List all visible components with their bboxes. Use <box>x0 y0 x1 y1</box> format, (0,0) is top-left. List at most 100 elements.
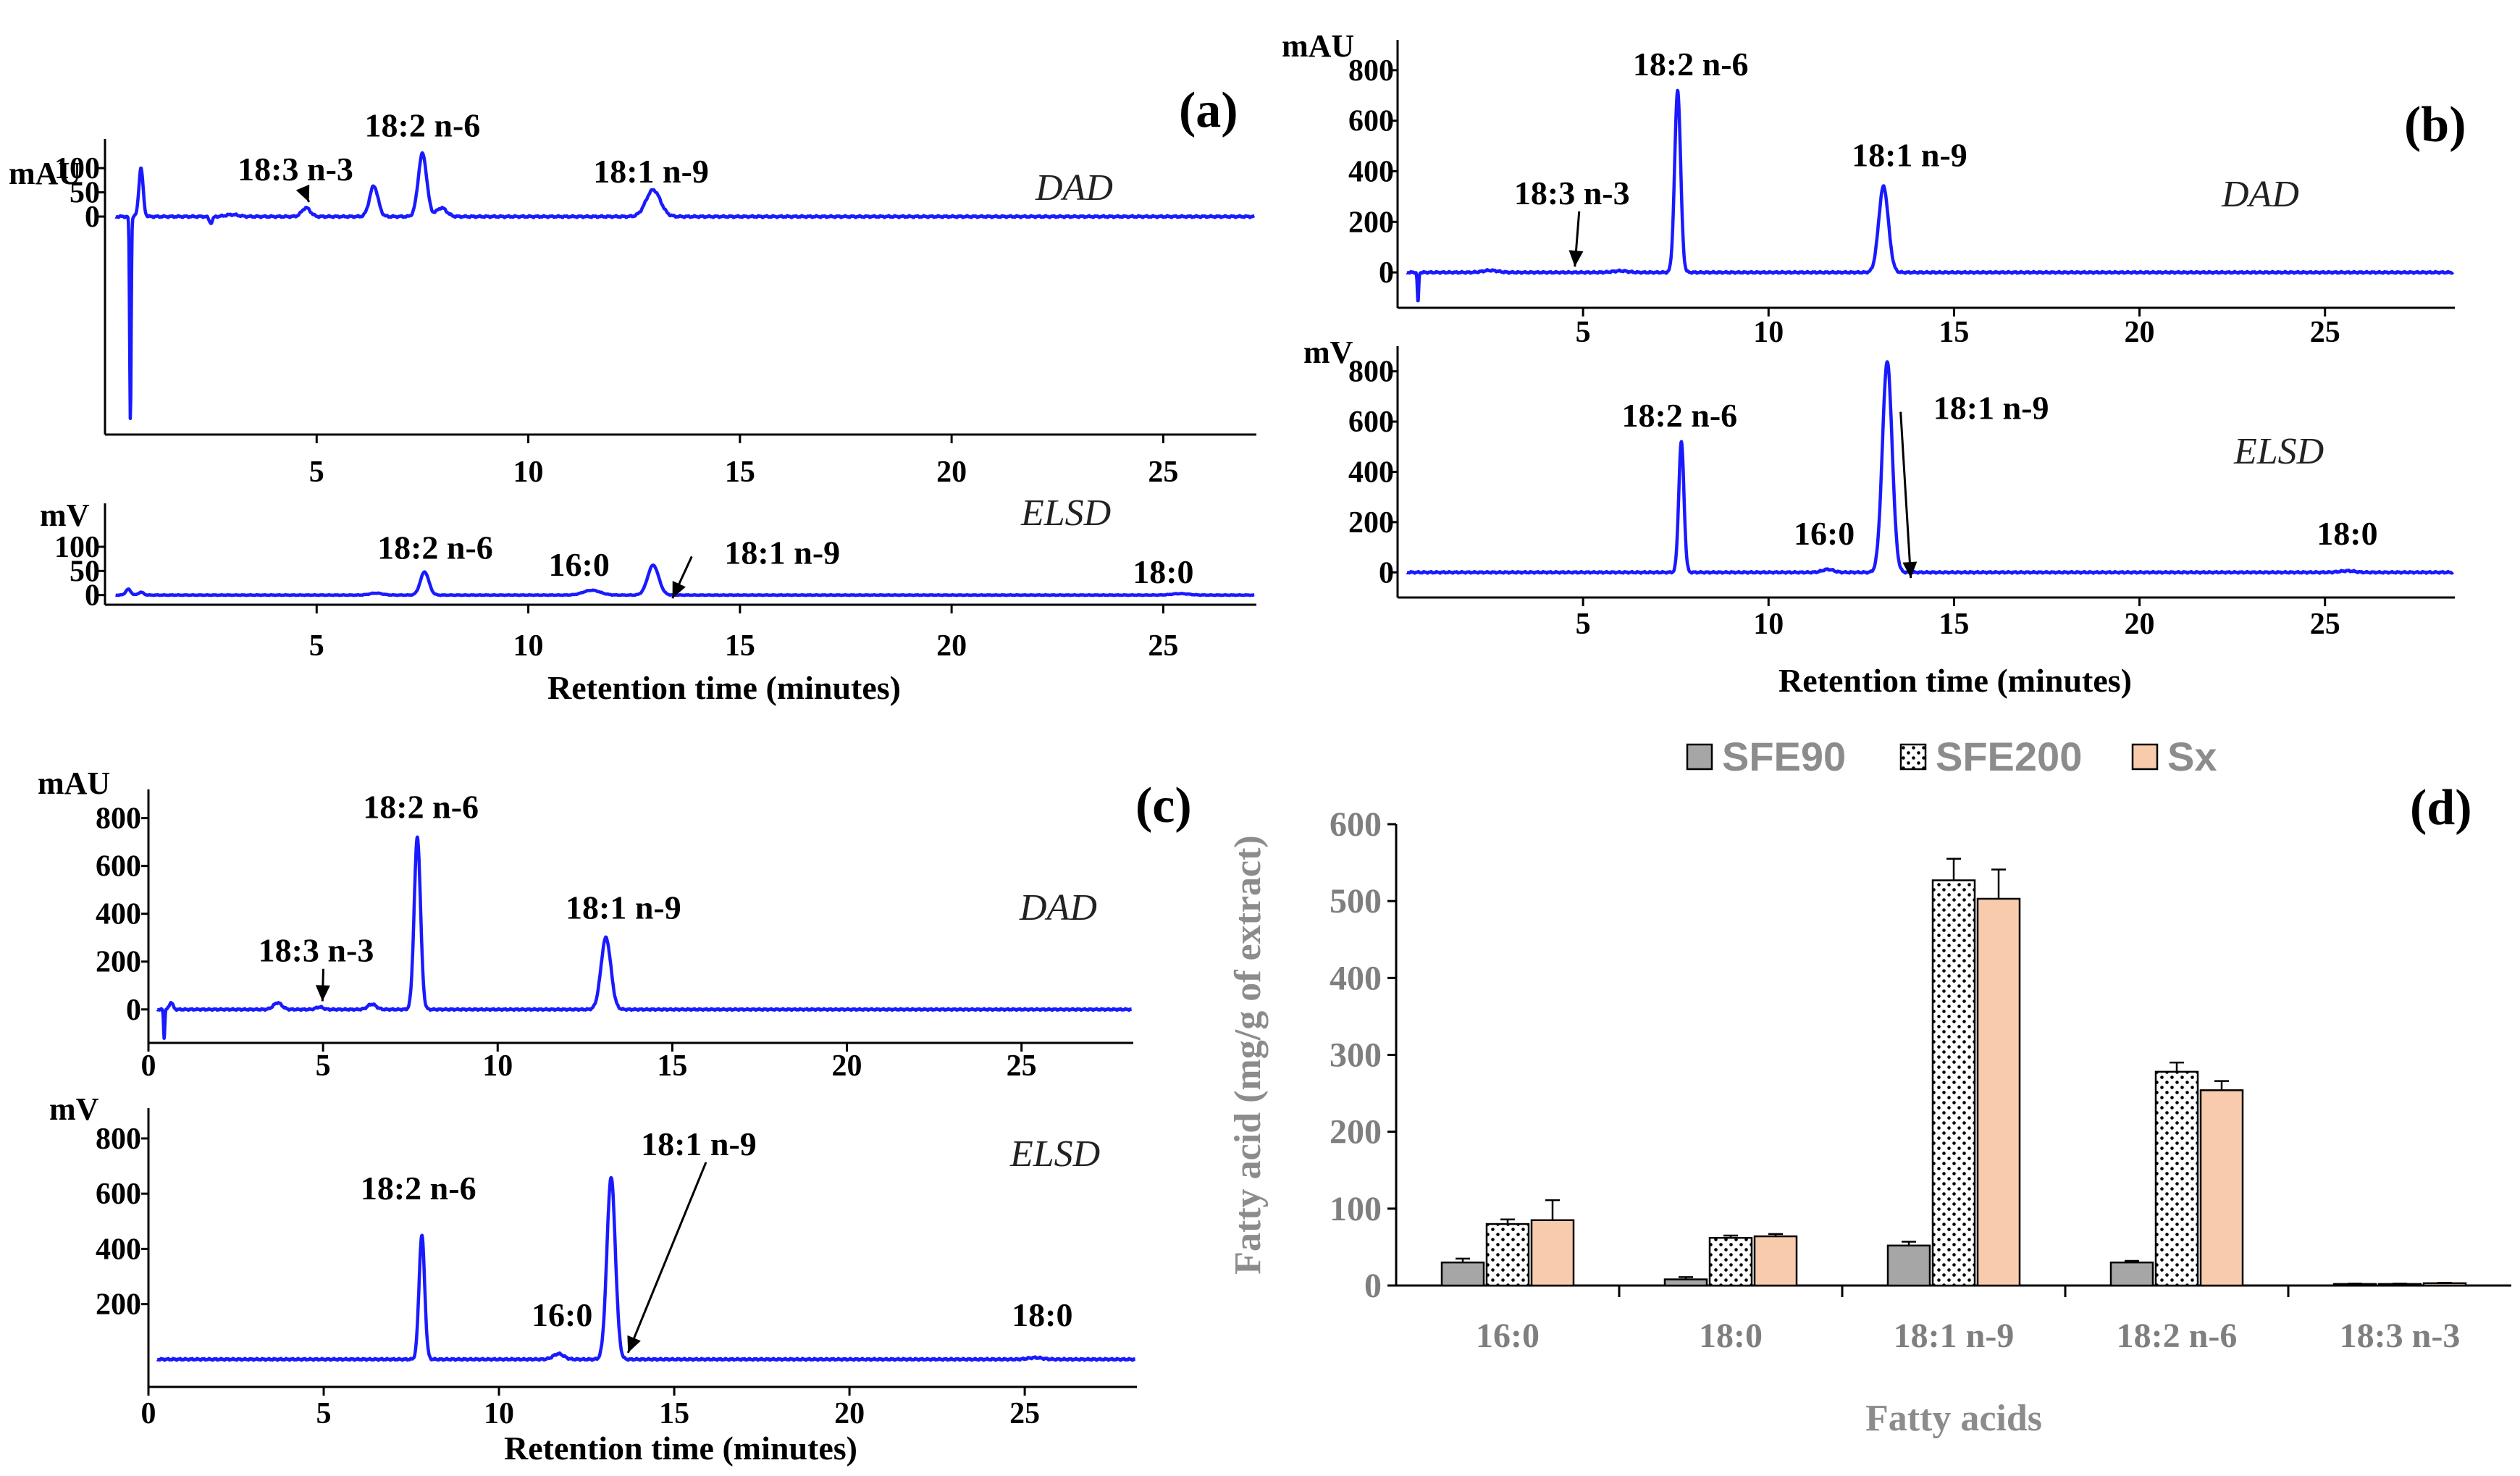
signal-line <box>1406 360 2455 575</box>
y-tick-label: 400 <box>96 898 141 931</box>
bar-sx <box>1976 897 2021 1287</box>
x-tick-label: 25 <box>2310 608 2340 641</box>
legend-label-sfe200: SFE200 <box>1936 734 2082 779</box>
peak-arrow-head <box>1568 250 1584 267</box>
x-tick-label: 0 <box>141 1049 156 1083</box>
peak-label: 18:0 <box>1012 1296 1072 1333</box>
detector-label: DAD <box>1019 887 1097 928</box>
detector-label: DAD <box>2221 174 2299 215</box>
y-tick-label: 800 <box>96 802 141 836</box>
bar-sx <box>1753 1235 1798 1287</box>
peak-label: 18:1 n-9 <box>1933 390 2049 427</box>
bar-sfe200 <box>1931 879 1976 1287</box>
legend-label-sx: Sx <box>2167 734 2217 779</box>
peak-label: 18:3 n-3 <box>238 151 353 188</box>
y-tick-label: 0 <box>126 994 141 1027</box>
y-tick-label: 400 <box>1330 959 1382 997</box>
y-tick-label: 800 <box>1348 54 1394 88</box>
peak-arrow-head <box>627 1335 641 1353</box>
y-tick-label: 200 <box>1348 206 1394 239</box>
peak-label: 16:0 <box>532 1296 592 1333</box>
bar-sx <box>1530 1219 1575 1287</box>
x-tick-label: 20 <box>2125 316 2155 349</box>
bar-chart-panel-d: (d) 0 100 200 300 400 500 600 Fatty acid (mg/g o… <box>1227 734 2511 1439</box>
y-tick-label: 200 <box>1348 506 1394 540</box>
y-tick-label: 0 <box>1379 256 1394 290</box>
x-tick-label: 20 <box>936 629 967 663</box>
peak-arrow-head <box>295 184 310 202</box>
detector-label: ELSD <box>1020 492 1111 534</box>
peak-arrow-head <box>315 985 330 1002</box>
x-tick-label: 5 <box>1576 316 1591 349</box>
y-tick-label: 50 <box>70 555 100 588</box>
legend-label-sfe90: SFE90 <box>1722 734 1846 779</box>
signal-line <box>1406 88 2455 303</box>
panel-label: (c) <box>1135 778 1192 834</box>
y-unit-label: mAU <box>38 766 110 801</box>
x-tick-label: 15 <box>657 1049 687 1083</box>
peak-label: 16:0 <box>549 546 610 583</box>
trace-elsd: 5 10 15 20 25 800 600 400 200 0 mV ELSD 18:2 n-6 16:0… <box>1303 335 2455 641</box>
y-tick-label: 200 <box>1330 1113 1382 1152</box>
bar-sfe90 <box>1886 1244 1931 1287</box>
y-tick-label: 600 <box>1348 406 1394 439</box>
peak-arrow <box>1899 411 1912 579</box>
trace-elsd: 0 5 10 15 20 25 800 600 400 200 mV ELSD 18:2 n-6 16:0… <box>49 1091 1137 1430</box>
x-tick-label: 10 <box>1753 316 1784 349</box>
peak-label: 18:2 n-6 <box>1621 397 1737 434</box>
peak-label: 18:1 n-9 <box>593 153 709 190</box>
x-tick-label: 15 <box>1939 608 1969 641</box>
y-unit-label: mAU <box>1282 28 1354 64</box>
y-tick-label: 50 <box>70 177 100 210</box>
x-tick-label: 20 <box>936 456 967 489</box>
y-tick-label: 100 <box>1330 1190 1382 1228</box>
x-tick-label: 10 <box>1753 608 1784 641</box>
legend-swatch-sx <box>2131 743 2159 771</box>
x-tick-label: 25 <box>2310 316 2340 349</box>
x-tick-label: 15 <box>1939 316 1969 349</box>
peak-arrow-head <box>1902 561 1918 579</box>
x-axis-title: Fatty acids <box>1865 1398 2042 1439</box>
y-tick-label: 600 <box>96 1178 141 1211</box>
panel-label: (d) <box>2410 780 2472 836</box>
y-tick-label: 0 <box>1364 1267 1382 1305</box>
x-tick-label: 15 <box>725 456 755 489</box>
x-tick-label: 10 <box>482 1049 513 1083</box>
x-axis-title: Retention time (minutes) <box>504 1430 857 1467</box>
y-tick-label: 0 <box>85 579 100 613</box>
x-tick-label: 5 <box>316 1049 331 1083</box>
legend-swatch-sfe200 <box>1899 743 1927 771</box>
peak-label: 18:3 n-3 <box>259 932 374 969</box>
signal-line <box>156 1175 1137 1362</box>
peak-label: 18:3 n-3 <box>1514 175 1630 211</box>
bar-sfe90 <box>1440 1261 1485 1287</box>
panel-label: (a) <box>1179 83 1238 138</box>
y-tick-label: 600 <box>1348 105 1394 138</box>
trace-dad: 0 5 10 15 20 25 800 600 400 200 0 mAU DAD 18:3 n-3 18:… <box>38 766 1133 1083</box>
peak-label: 18:2 n-6 <box>361 1170 476 1207</box>
panel-label: (b) <box>2404 97 2466 153</box>
x-tick-label: 18:2 n-6 <box>2117 1317 2238 1355</box>
x-tick-label: 15 <box>659 1397 689 1430</box>
y-unit-label: mV <box>1303 335 1353 370</box>
bar-sfe200 <box>1708 1236 1753 1287</box>
y-tick-label: 0 <box>1379 556 1394 590</box>
chromatogram-panel-a: (a)Retention time (minutes)5 10 15 20 251005… <box>9 83 1256 706</box>
y-tick-label: 400 <box>1348 456 1394 490</box>
y-axis-title: Fatty acid (mg/g of extract) <box>1227 835 1269 1274</box>
y-tick-label: 200 <box>96 946 141 979</box>
y-tick-label: 400 <box>96 1233 141 1266</box>
x-tick-label: 10 <box>513 456 544 489</box>
bar-sfe90 <box>2109 1261 2154 1287</box>
x-axis-title: Retention time (minutes) <box>1778 662 2132 699</box>
x-tick-label: 15 <box>725 629 755 663</box>
peak-label: 18:0 <box>1133 553 1193 590</box>
x-tick-label: 20 <box>832 1049 862 1083</box>
x-tick-label: 18:3 n-3 <box>2340 1317 2461 1355</box>
bar-sfe200 <box>2154 1070 2199 1287</box>
peak-label: 18:2 n-6 <box>363 789 479 826</box>
x-tick-label: 5 <box>309 629 324 663</box>
bar-sx <box>2199 1089 2244 1287</box>
